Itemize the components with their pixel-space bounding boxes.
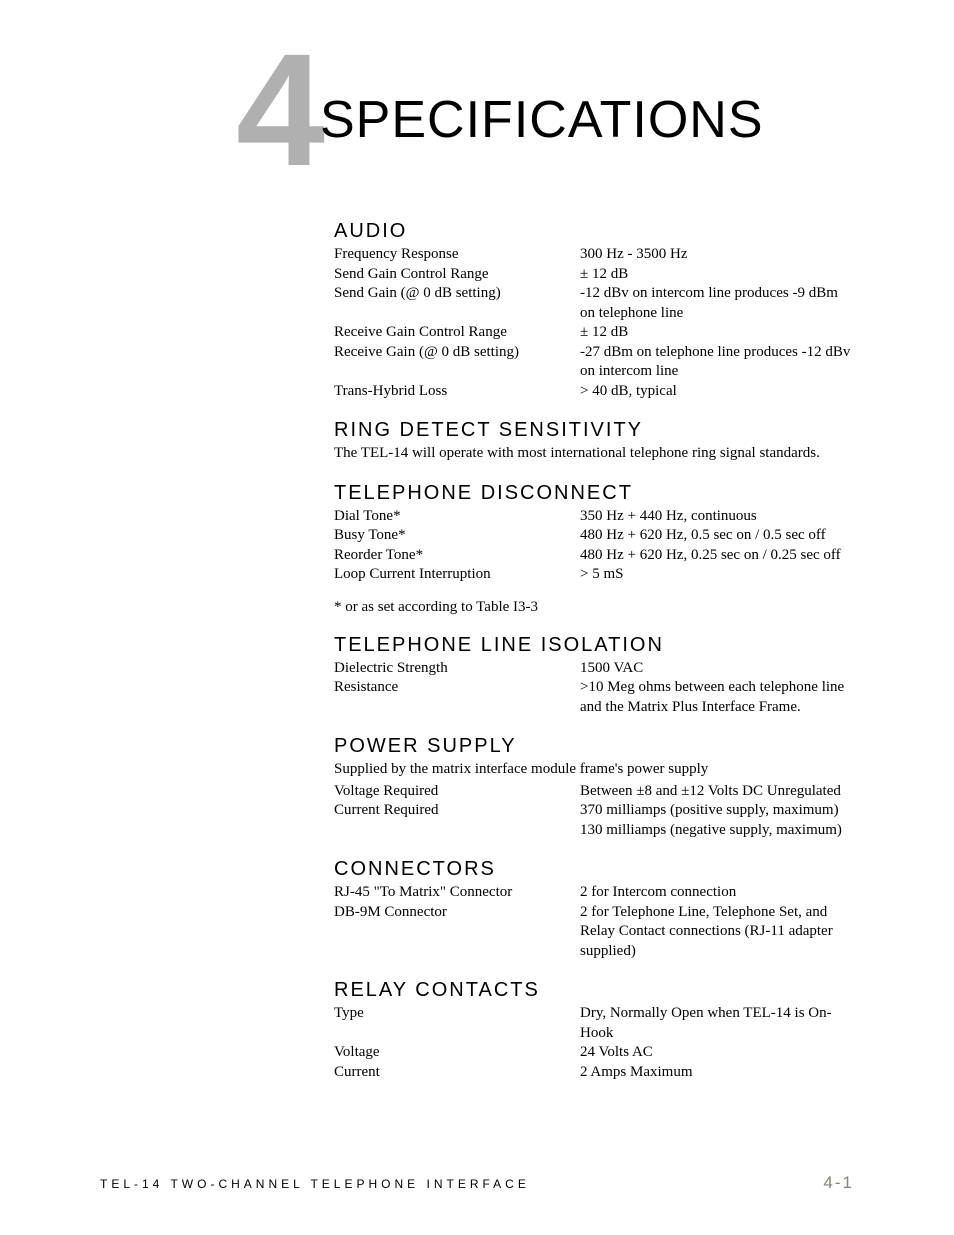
footer-document-title: TEL-14 TWO-CHANNEL TELEPHONE INTERFACE bbox=[100, 1177, 530, 1191]
spec-value: > 40 dB, typical bbox=[580, 382, 854, 402]
section-title-relay: RELAY CONTACTS bbox=[334, 979, 854, 1002]
spec-row: Voltage24 Volts AC bbox=[334, 1043, 854, 1063]
spec-row: Resistance>10 Meg ohms between each tele… bbox=[334, 678, 854, 717]
spec-label: Frequency Response bbox=[334, 245, 580, 265]
content-area: AUDIO Frequency Response300 Hz - 3500 Hz… bbox=[334, 220, 854, 1082]
spec-row: Reorder Tone*480 Hz + 620 Hz, 0.25 sec o… bbox=[334, 546, 854, 566]
spec-label: Receive Gain Control Range bbox=[334, 323, 580, 343]
spec-label: DB-9M Connector bbox=[334, 903, 580, 962]
spec-value: 2 for Intercom connection bbox=[580, 883, 854, 903]
spec-label: Send Gain Control Range bbox=[334, 265, 580, 285]
chapter-number: 4 bbox=[236, 30, 325, 190]
spec-value: 300 Hz - 3500 Hz bbox=[580, 245, 854, 265]
spec-row: Dial Tone*350 Hz + 440 Hz, continuous bbox=[334, 507, 854, 527]
spec-value: 2 Amps Maximum bbox=[580, 1063, 854, 1083]
spec-row: 130 milliamps (negative supply, maximum) bbox=[334, 821, 854, 841]
spec-label: Busy Tone* bbox=[334, 526, 580, 546]
section-note: Supplied by the matrix interface module … bbox=[334, 760, 854, 780]
spec-label: Current Required bbox=[334, 801, 580, 821]
spec-row: Loop Current Interruption> 5 mS bbox=[334, 565, 854, 585]
spec-row: Send Gain (@ 0 dB setting)-12 dBv on int… bbox=[334, 284, 854, 323]
spec-label: Reorder Tone* bbox=[334, 546, 580, 566]
spec-label: Receive Gain (@ 0 dB setting) bbox=[334, 343, 580, 382]
spec-label: Resistance bbox=[334, 678, 580, 717]
section-title-audio: AUDIO bbox=[334, 220, 854, 243]
page-number: 4-1 bbox=[823, 1173, 854, 1193]
spec-row: Trans-Hybrid Loss> 40 dB, typical bbox=[334, 382, 854, 402]
spec-row: RJ-45 "To Matrix" Connector2 for Interco… bbox=[334, 883, 854, 903]
spec-label: Send Gain (@ 0 dB setting) bbox=[334, 284, 580, 323]
spec-label: Voltage bbox=[334, 1043, 580, 1063]
page-footer: TEL-14 TWO-CHANNEL TELEPHONE INTERFACE 4… bbox=[100, 1173, 854, 1193]
spec-value: 480 Hz + 620 Hz, 0.25 sec on / 0.25 sec … bbox=[580, 546, 854, 566]
section-note: The TEL-14 will operate with most intern… bbox=[334, 444, 854, 464]
spec-label: Current bbox=[334, 1063, 580, 1083]
spec-row: Current Required370 milliamps (positive … bbox=[334, 801, 854, 821]
spec-row: Receive Gain Control Range± 12 dB bbox=[334, 323, 854, 343]
spec-row: TypeDry, Normally Open when TEL-14 is On… bbox=[334, 1004, 854, 1043]
spec-value: Between ±8 and ±12 Volts DC Unregulated bbox=[580, 782, 854, 802]
chapter-title: SPECIFICATIONS bbox=[320, 90, 764, 150]
spec-value: 370 milliamps (positive supply, maximum) bbox=[580, 801, 854, 821]
spec-label: RJ-45 "To Matrix" Connector bbox=[334, 883, 580, 903]
spec-row: Send Gain Control Range± 12 dB bbox=[334, 265, 854, 285]
spec-label: Type bbox=[334, 1004, 580, 1043]
section-title-ring: RING DETECT SENSITIVITY bbox=[334, 419, 854, 442]
spec-value: >10 Meg ohms between each telephone line… bbox=[580, 678, 854, 717]
spec-label: Loop Current Interruption bbox=[334, 565, 580, 585]
section-title-isolation: TELEPHONE LINE ISOLATION bbox=[334, 634, 854, 657]
spec-value: ± 12 dB bbox=[580, 265, 854, 285]
spec-row: Voltage RequiredBetween ±8 and ±12 Volts… bbox=[334, 782, 854, 802]
spec-label: Dielectric Strength bbox=[334, 659, 580, 679]
spec-value: ± 12 dB bbox=[580, 323, 854, 343]
spec-row: Busy Tone*480 Hz + 620 Hz, 0.5 sec on / … bbox=[334, 526, 854, 546]
spec-label: Voltage Required bbox=[334, 782, 580, 802]
section-title-power: POWER SUPPLY bbox=[334, 735, 854, 758]
spec-value: 480 Hz + 620 Hz, 0.5 sec on / 0.5 sec of… bbox=[580, 526, 854, 546]
footnote: * or as set according to Table I3-3 bbox=[334, 599, 854, 616]
section-title-connectors: CONNECTORS bbox=[334, 858, 854, 881]
spec-value: 2 for Telephone Line, Telephone Set, and… bbox=[580, 903, 854, 962]
spec-value: 350 Hz + 440 Hz, continuous bbox=[580, 507, 854, 527]
spec-label: Trans-Hybrid Loss bbox=[334, 382, 580, 402]
spec-value: 130 milliamps (negative supply, maximum) bbox=[580, 821, 854, 841]
spec-value: -27 dBm on telephone line produces -12 d… bbox=[580, 343, 854, 382]
spec-label bbox=[334, 821, 580, 841]
spec-row: Receive Gain (@ 0 dB setting)-27 dBm on … bbox=[334, 343, 854, 382]
spec-value: -12 dBv on intercom line produces -9 dBm… bbox=[580, 284, 854, 323]
spec-value: Dry, Normally Open when TEL-14 is On-Hoo… bbox=[580, 1004, 854, 1043]
spec-value: 24 Volts AC bbox=[580, 1043, 854, 1063]
spec-label: Dial Tone* bbox=[334, 507, 580, 527]
spec-row: Dielectric Strength1500 VAC bbox=[334, 659, 854, 679]
spec-row: Frequency Response300 Hz - 3500 Hz bbox=[334, 245, 854, 265]
spec-row: DB-9M Connector2 for Telephone Line, Tel… bbox=[334, 903, 854, 962]
section-title-disconnect: TELEPHONE DISCONNECT bbox=[334, 482, 854, 505]
spec-value: 1500 VAC bbox=[580, 659, 854, 679]
spec-value: > 5 mS bbox=[580, 565, 854, 585]
spec-row: Current2 Amps Maximum bbox=[334, 1063, 854, 1083]
